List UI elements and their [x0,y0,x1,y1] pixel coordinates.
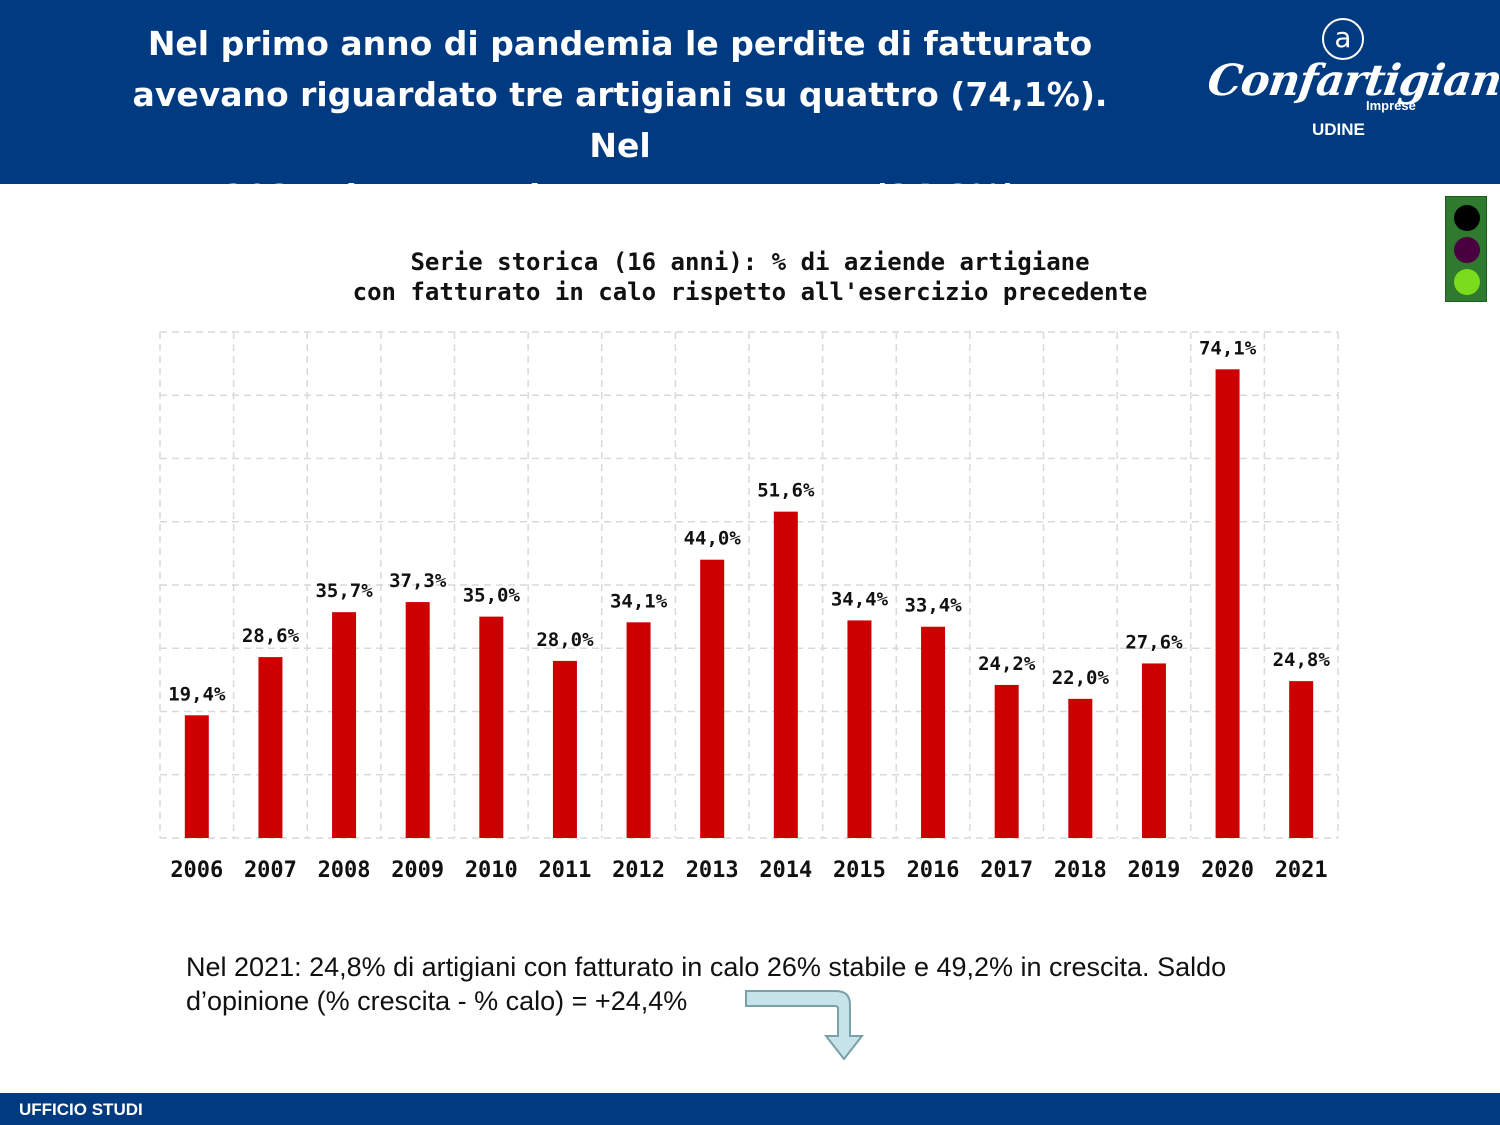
category-label-2014: 2014 [759,858,812,883]
value-label-2017: 24,2% [978,653,1036,675]
purple-lamp-icon [1454,237,1480,263]
value-label-2010: 35,0% [463,585,521,607]
value-label-2013: 44,0% [684,528,742,550]
black-lamp-icon [1454,205,1480,231]
at-sign-icon: a [1322,18,1364,60]
value-label-2020: 74,1% [1199,337,1257,359]
value-label-2009: 37,3% [389,570,447,592]
category-label-2015: 2015 [833,858,886,883]
category-label-2020: 2020 [1201,858,1254,883]
chart-title-line-2: con fatturato in calo rispetto all'eserc… [353,278,1148,306]
green-lamp-icon [1454,269,1480,295]
value-label-2016: 33,4% [904,595,962,617]
page-title: Nel primo anno di pandemia le perdite di… [120,18,1120,222]
chart-grid [159,331,1339,839]
category-label-2012: 2012 [612,858,665,883]
category-label-2016: 2016 [907,858,960,883]
bar-2012 [626,622,651,838]
bar-2020 [1215,369,1240,838]
chart-bars [184,369,1314,838]
summary-note: Nel 2021: 24,8% di artigiani con fattura… [186,952,1227,1016]
category-label-2009: 2009 [391,858,444,883]
value-label-2007: 28,6% [242,625,300,647]
value-label-2011: 28,0% [536,629,594,651]
bar-2015 [847,620,872,838]
bar-2013 [700,559,725,838]
bar-2008 [332,612,357,838]
bar-2014 [773,511,798,838]
category-label-2006: 2006 [170,858,223,883]
bar-2006 [184,715,209,838]
headline-line: 2021 siamo scesi a uno su quattro (24,8%… [222,177,1018,216]
category-label-2021: 2021 [1275,858,1328,883]
category-label-2008: 2008 [318,858,371,883]
category-label-2017: 2017 [980,858,1033,883]
category-label-2011: 2011 [538,858,591,883]
value-label-2021: 24,8% [1273,649,1331,671]
chart-value-labels: 19,4% 28,6% 35,7% 37,3% 35,0% 28,0% 34,1% 44,0%… [168,337,1330,705]
bar-2019 [1141,663,1166,838]
value-label-2006: 19,4% [168,683,226,705]
chart-title-line-1: Serie storica (16 anni): % di aziende ar… [410,248,1089,276]
category-label-2007: 2007 [244,858,297,883]
bar-2017 [994,684,1019,838]
header-bar: Nel primo anno di pandemia le perdite di… [0,0,1500,216]
traffic-light-icon [1445,196,1487,302]
bar-2010 [479,616,504,838]
value-label-2012: 34,1% [610,590,668,612]
logo-subtitle: Imprese [1366,98,1416,113]
down-turn-arrow-icon [745,990,865,1061]
bar-chart: Serie storica (16 anni): % di aziende ar… [159,248,1339,883]
value-label-2015: 34,4% [831,588,889,610]
bar-2009 [405,602,430,838]
footer-label: UFFICIO STUDI [19,1100,143,1119]
category-label-2019: 2019 [1127,858,1180,883]
value-label-2018: 22,0% [1052,667,1110,689]
value-label-2019: 27,6% [1125,631,1183,653]
bar-2011 [552,660,577,838]
value-label-2008: 35,7% [315,580,373,602]
bar-2021 [1289,681,1314,838]
category-label-2018: 2018 [1054,858,1107,883]
bar-2016 [921,626,946,838]
logo-city: UDINE [1312,120,1365,139]
chart-category-labels: 2006 2007 2008 2009 2010 2011 2012 2013 2014 2015… [170,858,1327,883]
headline-line: avevano riguardato tre artigiani su quat… [132,75,1108,165]
value-label-2014: 51,6% [757,480,815,502]
bar-2018 [1068,698,1093,838]
footer-bar: UFFICIO STUDI [0,1093,1500,1125]
category-label-2010: 2010 [465,858,518,883]
confartigianato-logo: a Confartigianato Imprese UDINE [1200,18,1500,148]
headline-line: Nel primo anno di pandemia le perdite di… [147,24,1093,63]
bar-2007 [258,657,283,838]
category-label-2013: 2013 [686,858,739,883]
